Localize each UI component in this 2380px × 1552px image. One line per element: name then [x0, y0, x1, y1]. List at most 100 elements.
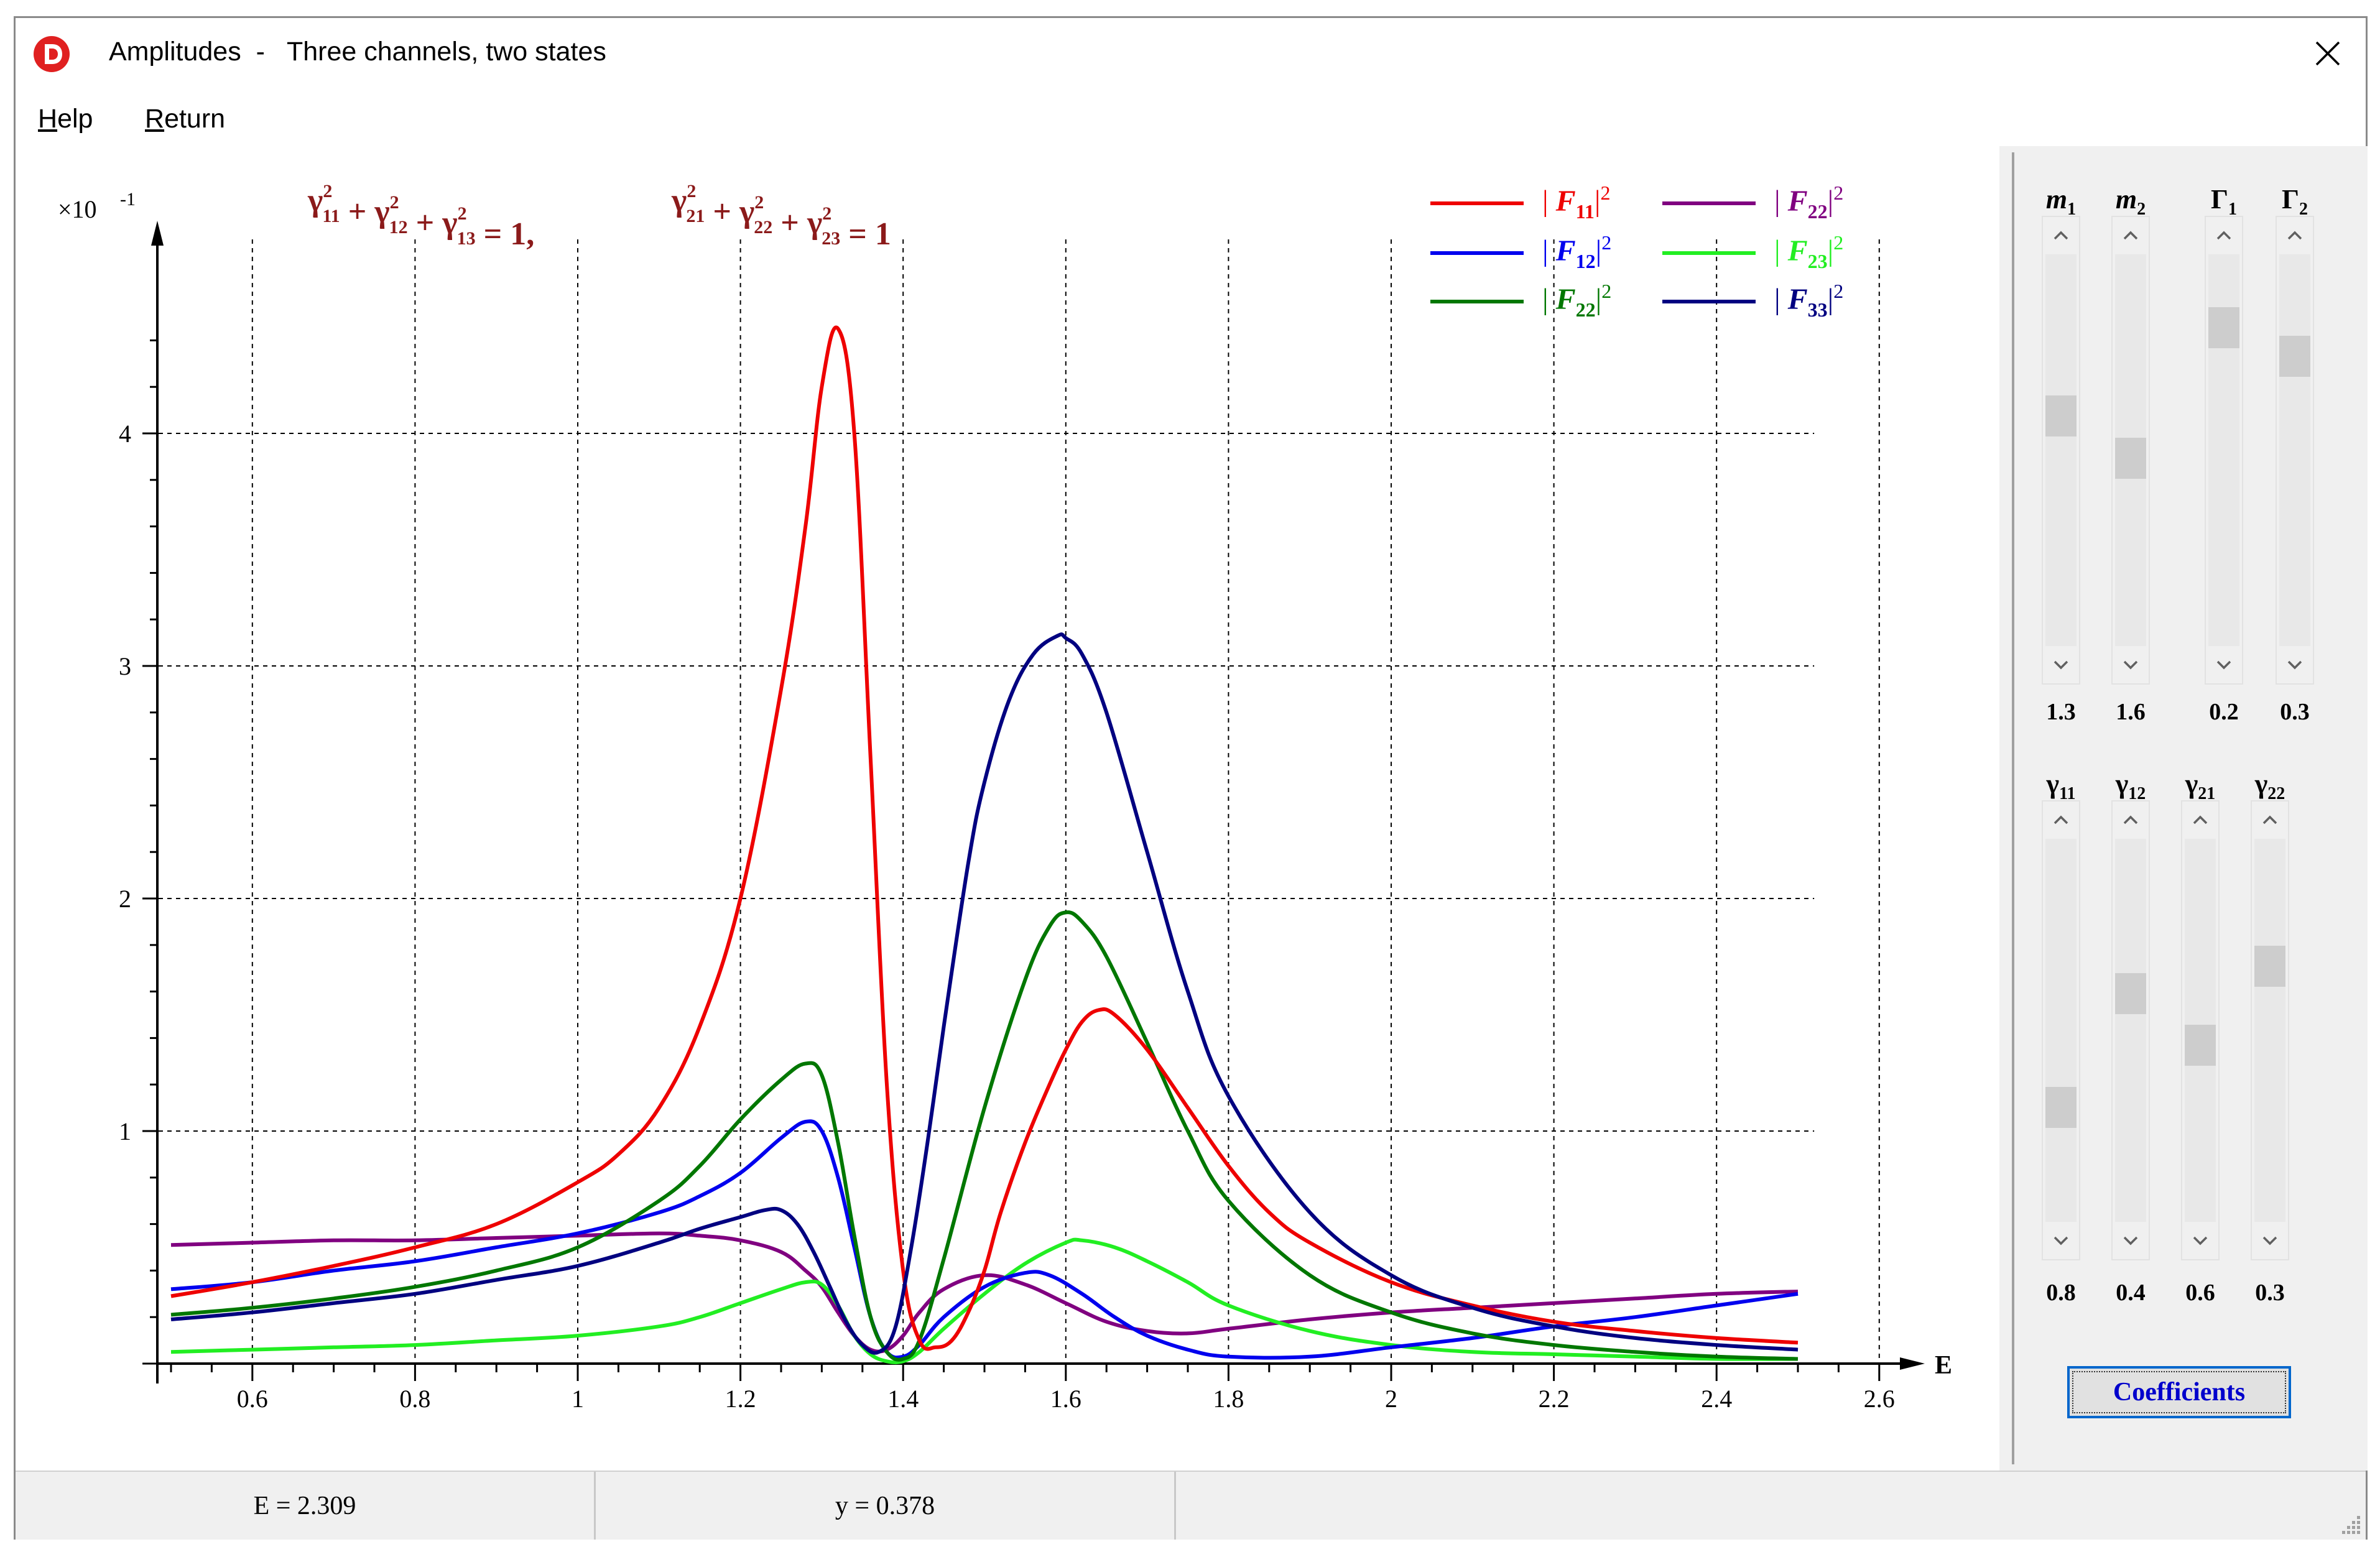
scroll-up-button[interactable]: [2043, 801, 2079, 838]
scroll-up-button[interactable]: [2277, 217, 2313, 253]
scroll-down-button[interactable]: [2113, 647, 2149, 683]
top-slider-value-0: 1.3: [2046, 699, 2076, 725]
scroll-down-button[interactable]: [2277, 647, 2313, 683]
x-tick-label: 0.8: [399, 1385, 430, 1413]
legend-entry-F12: | F12|2: [1542, 231, 1611, 272]
bottom-slider-value-1: 0.4: [2116, 1280, 2146, 1306]
scroll-down-button[interactable]: [2182, 1223, 2218, 1259]
status-e-readout: E = 2.309: [253, 1491, 356, 1520]
slider-label-symbol: Γ: [2282, 184, 2299, 215]
y-tick-label: 4: [119, 420, 131, 448]
top-slider-scrollbar-3[interactable]: [2276, 216, 2314, 685]
bottom-slider-scrollbar-0[interactable]: [2042, 800, 2080, 1260]
scrollbar-thumb[interactable]: [2045, 1086, 2077, 1128]
series-line-F12: [170, 1119, 1799, 1360]
status-bar: E = 2.309 y = 0.378: [16, 1471, 2366, 1540]
scroll-down-button[interactable]: [2043, 1223, 2079, 1259]
top-slider-scrollbar-0[interactable]: [2042, 216, 2080, 685]
x-tick-label: 2.4: [1701, 1385, 1732, 1413]
scroll-up-button[interactable]: [2252, 801, 2288, 838]
scroll-down-button[interactable]: [2206, 647, 2242, 683]
chevron-up-icon: [2262, 815, 2277, 824]
scrollbar-thumb[interactable]: [2115, 438, 2146, 479]
legend-entry-F22: | F22|2: [1774, 182, 1843, 223]
scrollbar-thumb[interactable]: [2208, 307, 2239, 349]
status-separator: [1174, 1472, 1176, 1540]
scroll-up-button[interactable]: [2113, 217, 2149, 253]
menu-help[interactable]: Help: [38, 104, 93, 134]
scrollbar-track[interactable]: [2045, 839, 2077, 1222]
bottom-slider-scrollbar-3[interactable]: [2251, 800, 2289, 1260]
x-tick-label: 1.2: [725, 1385, 756, 1413]
x-tick-label: 2.2: [1539, 1385, 1570, 1413]
scrollbar-track[interactable]: [2045, 254, 2077, 646]
bottom-slider-scrollbar-1[interactable]: [2111, 800, 2150, 1260]
scrollbar-thumb[interactable]: [2045, 395, 2077, 437]
slider-label-symbol: γ: [2046, 769, 2060, 799]
parameter-panel: m1 1.3 m2 1.6 Γ1 0.2 Γ2 0.3 γ11 0.8 γ12 0.4 γ21 0.6 γ…: [1999, 146, 2368, 1471]
equation-gamma-2: γ2 21 + γ2 22 + γ2 23 = 1: [671, 181, 891, 252]
y-multiplier-label: ×10: [58, 195, 97, 223]
chevron-down-icon: [2054, 660, 2068, 670]
x-tick-label: 0.6: [237, 1385, 268, 1413]
top-slider-label-3: Γ2: [2267, 183, 2323, 219]
chevron-down-icon: [2123, 1236, 2138, 1245]
scrollbar-thumb[interactable]: [2279, 335, 2310, 377]
scroll-up-button[interactable]: [2206, 217, 2242, 253]
resize-grip-icon[interactable]: [2337, 1511, 2362, 1536]
x-tick-label: 1.4: [887, 1385, 919, 1413]
legend-entry-F23: | F23|2: [1774, 231, 1843, 272]
bottom-slider-value-0: 0.8: [2046, 1280, 2076, 1306]
bottom-slider-label-3: γ22: [2242, 768, 2298, 804]
y-tick-label: 1: [119, 1117, 131, 1145]
top-slider-scrollbar-2[interactable]: [2205, 216, 2243, 685]
title-bar[interactable]: Amplitudes - Three channels, two states: [16, 18, 2366, 90]
scroll-up-button[interactable]: [2043, 217, 2079, 253]
menu-return-label: Return: [145, 104, 226, 134]
close-button[interactable]: [2306, 32, 2350, 75]
menu-bar: Help Return: [16, 90, 2366, 146]
plot-area[interactable]: 0.6 0.8 1 1.2 1.4 1.6 1.8 2 2.2 2.4 2.6 1 2 3 4 E ×10 -1 |…: [16, 146, 1999, 1471]
chevron-up-icon: [2054, 231, 2068, 240]
amplitude-chart[interactable]: 0.6 0.8 1 1.2 1.4 1.6 1.8 2 2.2 2.4 2.6 1 2 3 4 E ×10 -1 |…: [16, 146, 1999, 1471]
slider-label-subscript: 2: [2299, 199, 2308, 219]
scroll-down-button[interactable]: [2043, 647, 2079, 683]
bottom-slider-scrollbar-2[interactable]: [2181, 800, 2220, 1260]
legend-entry-F22: | F22|2: [1542, 280, 1611, 321]
slider-label-symbol: γ: [2185, 769, 2198, 799]
top-slider-scrollbar-1[interactable]: [2111, 216, 2150, 685]
top-slider-label-1: m2: [2103, 183, 2159, 219]
slider-label-subscript: 2: [2137, 199, 2146, 219]
y-axis-arrow-icon: [151, 221, 164, 246]
x-axis-arrow-icon: [1900, 1357, 1925, 1370]
scrollbar-track[interactable]: [2279, 254, 2310, 646]
scrollbar-track[interactable]: [2254, 839, 2285, 1222]
chevron-up-icon: [2216, 231, 2231, 240]
chevron-down-icon: [2193, 1236, 2208, 1245]
scrollbar-track[interactable]: [2115, 839, 2146, 1222]
chevron-down-icon: [2216, 660, 2231, 670]
bottom-slider-label-2: γ21: [2172, 768, 2228, 804]
slider-label-symbol: Γ: [2211, 184, 2228, 215]
bottom-slider-value-2: 0.6: [2185, 1280, 2215, 1306]
scrollbar-thumb[interactable]: [2115, 973, 2146, 1015]
menu-return[interactable]: Return: [145, 104, 225, 134]
x-tick-label: 1.8: [1213, 1385, 1244, 1413]
scroll-up-button[interactable]: [2113, 801, 2149, 838]
close-icon: [2315, 41, 2340, 66]
top-slider-value-1: 1.6: [2116, 699, 2146, 725]
scrollbar-thumb[interactable]: [2254, 945, 2285, 987]
legend-entry-F33: | F33|2: [1774, 280, 1843, 321]
y-multiplier-exponent: -1: [120, 189, 136, 210]
chevron-up-icon: [2054, 815, 2068, 824]
scrollbar-thumb[interactable]: [2185, 1025, 2216, 1066]
scroll-down-button[interactable]: [2252, 1223, 2288, 1259]
app-window: Amplitudes - Three channels, two states …: [14, 16, 2368, 1540]
coefficients-button[interactable]: Coefficients: [2067, 1366, 2291, 1418]
series-line-F11: [170, 325, 1799, 1351]
scroll-down-button[interactable]: [2113, 1223, 2149, 1259]
bottom-slider-label-1: γ12: [2103, 768, 2159, 804]
menu-help-label: Help: [38, 104, 93, 134]
scroll-up-button[interactable]: [2182, 801, 2218, 838]
chevron-down-icon: [2262, 1236, 2277, 1245]
